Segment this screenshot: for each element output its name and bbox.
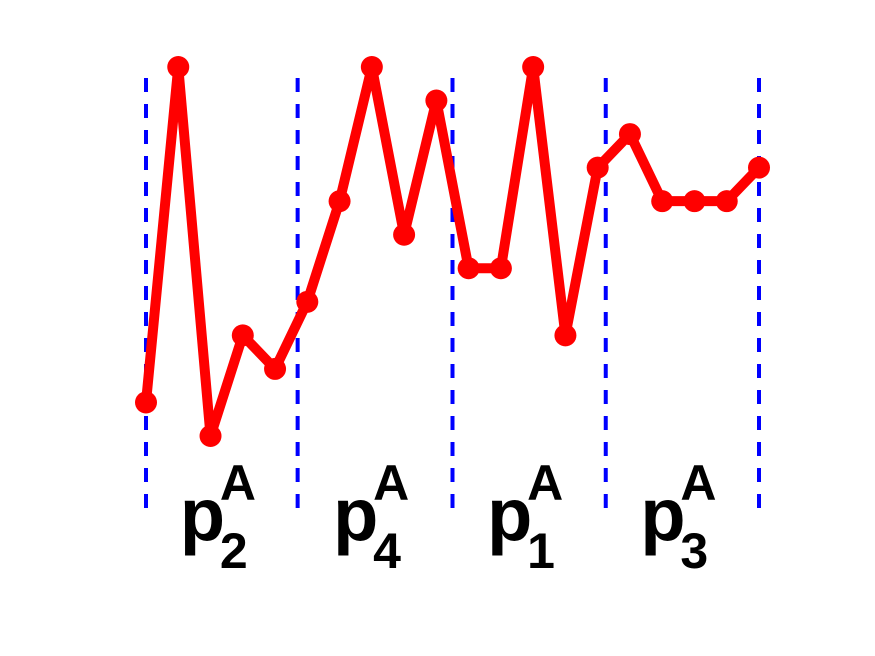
series-line xyxy=(141,62,763,441)
label-base: p xyxy=(333,473,378,556)
label-sup: A xyxy=(527,455,563,511)
point xyxy=(489,257,512,280)
point xyxy=(328,190,351,213)
label-sub: 1 xyxy=(527,523,555,579)
label-base: p xyxy=(180,473,225,556)
point xyxy=(199,425,222,447)
label-base: p xyxy=(640,473,685,556)
point xyxy=(748,156,770,179)
point xyxy=(554,324,577,347)
point xyxy=(264,357,287,380)
label-base: p xyxy=(487,473,532,556)
point xyxy=(651,190,674,213)
label-sub: 3 xyxy=(680,523,708,579)
label-sup: A xyxy=(220,455,256,511)
point xyxy=(360,56,383,78)
point xyxy=(296,290,319,313)
label-sup: A xyxy=(373,455,409,511)
point xyxy=(393,223,416,246)
point xyxy=(618,123,641,146)
label-sub: 4 xyxy=(373,523,401,579)
point xyxy=(586,156,609,179)
point xyxy=(715,190,738,213)
point xyxy=(167,56,190,78)
point xyxy=(683,190,706,213)
point xyxy=(425,89,448,112)
point xyxy=(135,391,157,414)
point xyxy=(231,324,254,347)
point xyxy=(522,56,545,78)
point xyxy=(457,257,480,280)
label-sup: A xyxy=(680,455,716,511)
label-sub: 2 xyxy=(220,523,248,579)
